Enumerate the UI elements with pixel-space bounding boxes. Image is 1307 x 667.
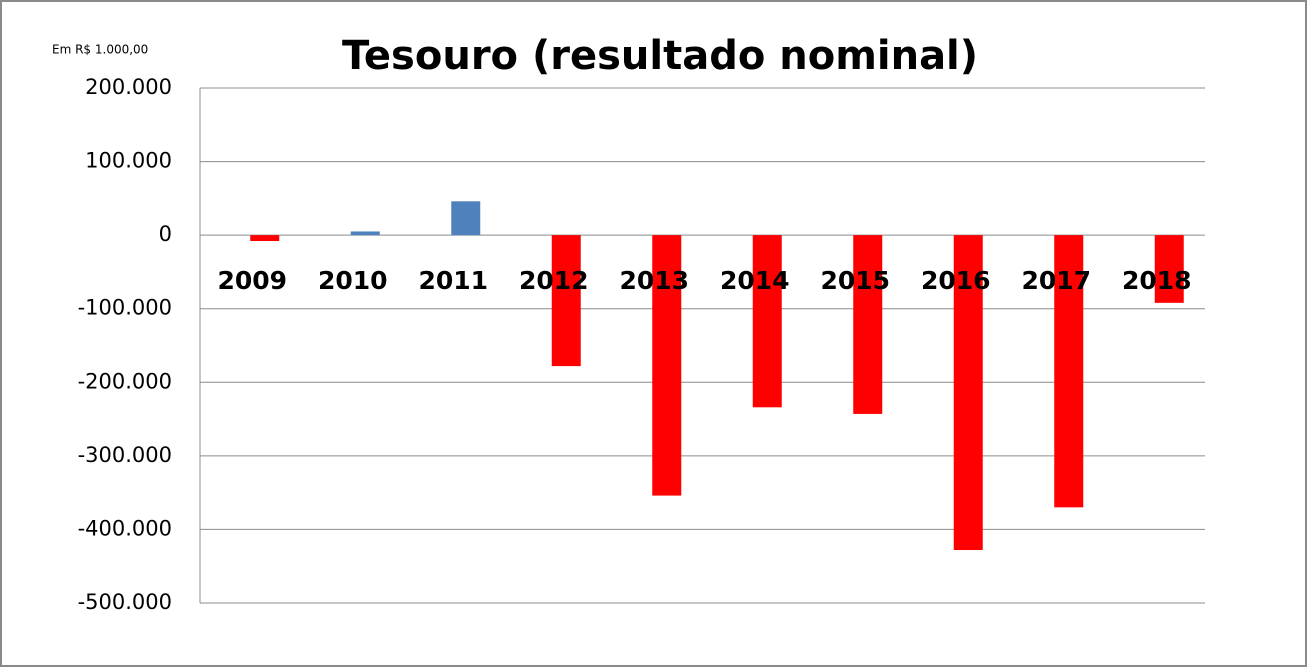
y-tick-label: -400.000 — [78, 516, 172, 540]
y-tick-label: 0 — [159, 222, 172, 246]
x-tick-label: 2009 — [217, 266, 287, 295]
bar — [652, 235, 682, 496]
x-tick-label: 2010 — [318, 266, 388, 295]
x-tick-label: 2016 — [921, 266, 991, 295]
y-tick-label: 100.000 — [85, 149, 172, 173]
bar — [250, 235, 280, 242]
bar — [752, 235, 782, 408]
y-tick-label: -100.000 — [78, 296, 172, 320]
bar — [1154, 235, 1184, 303]
bar — [551, 235, 581, 367]
x-tick-label: 2013 — [619, 266, 689, 295]
bar — [953, 235, 983, 551]
y-tick-label: 200.000 — [85, 75, 172, 99]
x-tick-label: 2015 — [820, 266, 890, 295]
bar — [853, 235, 883, 414]
x-tick-label: 2014 — [720, 266, 790, 295]
x-tick-label: 2011 — [418, 266, 488, 295]
y-tick-label: -200.000 — [78, 369, 172, 393]
bar — [350, 231, 380, 236]
bar — [1054, 235, 1084, 508]
y-tick-label: -500.000 — [78, 590, 172, 614]
chart-subtitle: Em R$ 1.000,00 — [52, 43, 148, 57]
x-tick-label: 2018 — [1122, 266, 1192, 295]
chart-title: Tesouro (resultado nominal) — [342, 33, 978, 79]
bar — [451, 201, 481, 236]
x-tick-label: 2012 — [519, 266, 589, 295]
x-tick-label: 2017 — [1021, 266, 1091, 295]
y-tick-label: -300.000 — [78, 443, 172, 467]
